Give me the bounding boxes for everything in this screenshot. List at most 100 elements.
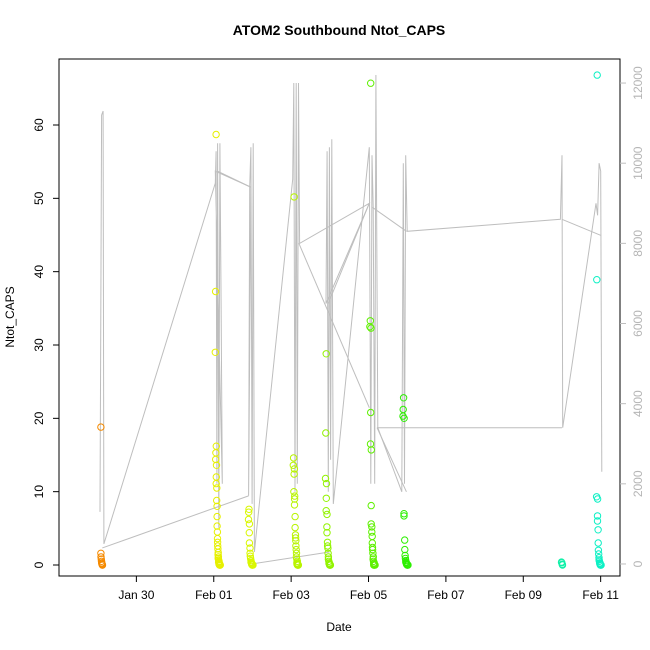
data-point bbox=[593, 517, 602, 525]
data-point bbox=[212, 461, 221, 469]
data-point bbox=[594, 546, 603, 554]
data-point bbox=[367, 79, 375, 87]
data-point bbox=[213, 534, 222, 543]
data-point bbox=[290, 193, 298, 201]
y2-connector-line bbox=[372, 206, 407, 232]
data-point bbox=[289, 461, 297, 469]
plot-frame bbox=[58, 58, 621, 577]
data-point bbox=[213, 502, 221, 510]
data-point bbox=[212, 479, 220, 488]
data-point bbox=[593, 276, 601, 284]
data-point bbox=[593, 495, 602, 503]
data-point bbox=[321, 474, 330, 483]
data-point bbox=[323, 523, 331, 531]
data-point bbox=[244, 515, 253, 524]
y2-connector-line bbox=[217, 170, 252, 188]
data-point bbox=[367, 408, 375, 417]
data-point bbox=[245, 505, 253, 513]
data-point bbox=[593, 71, 601, 79]
data-point bbox=[213, 496, 221, 505]
y-tick-label: 10 bbox=[32, 485, 46, 499]
y2-tick-label: 2000 bbox=[631, 470, 645, 497]
data-point bbox=[213, 512, 221, 521]
data-point bbox=[292, 537, 300, 545]
data-point bbox=[212, 455, 220, 464]
x-tick-label: Feb 09 bbox=[505, 588, 543, 602]
x-tick-label: Feb 07 bbox=[427, 588, 465, 602]
data-point bbox=[325, 561, 334, 569]
x-tick-label: Jan 30 bbox=[118, 588, 154, 602]
x-tick-label: Feb 11 bbox=[582, 588, 619, 602]
data-point bbox=[290, 465, 299, 473]
data-point bbox=[290, 470, 298, 478]
data-point bbox=[294, 561, 302, 569]
data-point bbox=[292, 545, 300, 554]
data-point bbox=[291, 512, 299, 521]
x-tick-label: Feb 01 bbox=[195, 588, 233, 602]
data-point bbox=[322, 507, 330, 515]
y-tick-label: 50 bbox=[32, 191, 46, 205]
data-point bbox=[211, 348, 220, 356]
data-point bbox=[369, 549, 377, 557]
y2-tick-label: 12000 bbox=[631, 66, 645, 100]
y2-connector-line bbox=[298, 243, 370, 408]
data-point bbox=[399, 405, 407, 414]
x-axis-label: Date bbox=[326, 620, 352, 634]
data-point bbox=[400, 512, 408, 520]
data-point bbox=[289, 454, 298, 462]
y-axis: 0 10 20 30 40 50 60 bbox=[32, 118, 59, 568]
y2-connector-line bbox=[327, 203, 370, 304]
y-tick-label: 30 bbox=[32, 338, 46, 352]
data-point bbox=[366, 323, 374, 331]
data-point bbox=[211, 287, 220, 296]
data-point bbox=[368, 523, 376, 531]
data-point bbox=[322, 494, 330, 502]
data-point bbox=[368, 545, 377, 554]
data-point bbox=[594, 526, 602, 534]
data-point bbox=[291, 523, 299, 532]
data-point bbox=[98, 561, 107, 569]
data-point bbox=[403, 561, 411, 569]
y2-tick-label: 10000 bbox=[631, 146, 645, 180]
data-point bbox=[367, 324, 375, 332]
y-tick-label: 0 bbox=[32, 561, 46, 568]
data-point bbox=[323, 510, 331, 519]
data-point bbox=[558, 561, 567, 569]
data-point bbox=[324, 549, 332, 557]
x-axis: Jan 30 Feb 01 Feb 03 Feb 05 Feb 07 Feb 09 Feb … bbox=[118, 576, 619, 602]
data-point bbox=[245, 520, 254, 528]
data-point bbox=[322, 479, 331, 488]
chart-title: ATOM2 Southbound Ntot_CAPS bbox=[233, 22, 446, 38]
data-point bbox=[370, 561, 378, 569]
data-point bbox=[213, 484, 221, 492]
data-point bbox=[401, 536, 409, 544]
y2-connector-line bbox=[561, 218, 601, 236]
y2-tick-label: 8000 bbox=[631, 230, 645, 257]
data-point bbox=[322, 429, 330, 437]
data-point bbox=[368, 532, 376, 541]
data-point bbox=[324, 544, 332, 552]
x-tick-label: Feb 03 bbox=[272, 588, 310, 602]
data-point bbox=[246, 544, 254, 552]
data-point bbox=[97, 549, 105, 557]
data-point bbox=[290, 488, 298, 496]
data-point bbox=[367, 446, 375, 454]
secondary-axis-trace bbox=[99, 74, 603, 565]
y2-series-line bbox=[99, 74, 603, 553]
y2-connector-line bbox=[102, 495, 249, 549]
y2-connector-line bbox=[251, 551, 330, 565]
data-point bbox=[597, 561, 605, 569]
data-point bbox=[593, 512, 602, 520]
data-point bbox=[400, 414, 408, 422]
data-point bbox=[245, 508, 253, 516]
data-point bbox=[245, 529, 254, 537]
data-point bbox=[216, 561, 224, 569]
data-point bbox=[245, 539, 254, 547]
data-point bbox=[291, 534, 300, 542]
data-point bbox=[367, 501, 375, 510]
data-point bbox=[291, 492, 299, 500]
data-point bbox=[97, 423, 105, 431]
data-point bbox=[399, 394, 408, 402]
data-point bbox=[323, 529, 331, 537]
data-point bbox=[292, 549, 301, 557]
